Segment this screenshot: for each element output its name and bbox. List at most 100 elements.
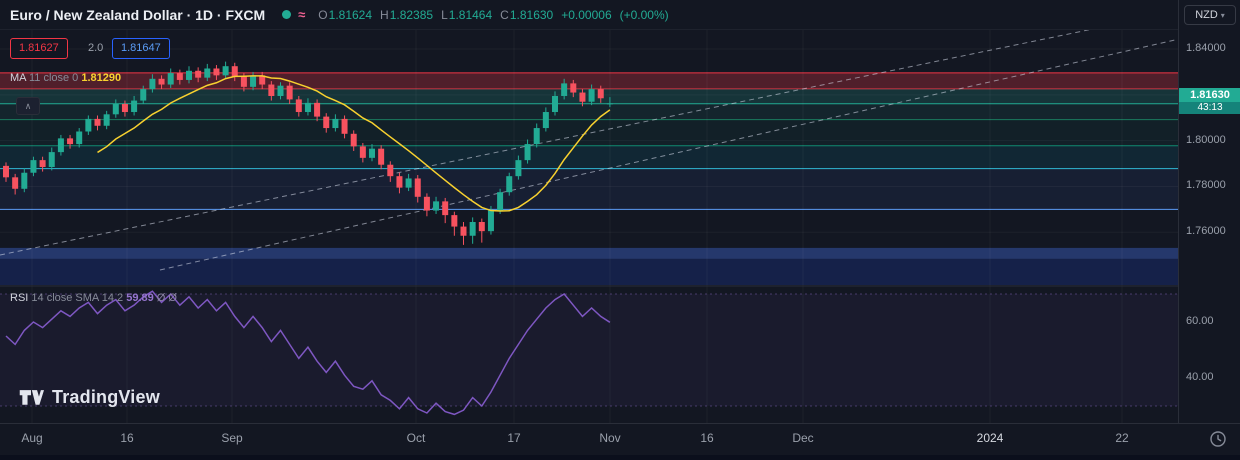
candle [277,85,284,96]
symbol-title[interactable]: Euro / New Zealand Dollar · 1D · FXCM [10,6,266,23]
price-tick-label: 1.84000 [1186,42,1226,55]
candle [30,160,37,173]
candle [286,85,293,100]
low-value: 1.81464 [448,7,493,22]
risk-ratio-label: 2.0 [88,42,104,54]
candle [542,112,549,129]
candle [414,178,421,197]
window-bottom-strip [0,455,1240,460]
candle [515,160,522,177]
chevron-down-icon: ▾ [1220,10,1225,20]
rsi-params: 14 close SMA 14 2 [31,292,124,304]
candle [295,99,302,113]
ma-params: 11 close 0 [28,72,79,84]
candle [76,131,83,145]
candle [259,75,266,85]
bar-countdown: 43:13 [1179,102,1240,115]
ma-value: 1.81290 [81,72,122,84]
candle [506,176,513,193]
candle [478,221,485,232]
ohlc-readout: O1.81624 H1.82385 L1.81464 C1.81630 +0.0… [318,8,668,22]
candle [487,210,494,232]
rsi-hidden-series-icons: Ø Ø [156,292,177,304]
candle [268,84,275,96]
ma-indicator-legend[interactable]: MA 11 close 0 1.81290 [10,71,121,86]
close-value: 1.81630 [509,7,554,22]
trendline[interactable] [0,11,1176,256]
time-tick-label: Nov [599,431,621,445]
candle [12,177,19,189]
candle [359,146,366,158]
candle [433,201,440,211]
collapse-pane-button[interactable]: ∧ [16,97,40,115]
candle [314,102,321,117]
price-tick-label: 1.78000 [1186,179,1226,192]
currency-label: NZD [1195,9,1218,21]
candle [561,83,568,96]
candle [533,128,540,145]
candle [451,215,458,227]
wave-indicator-icon[interactable]: ≈ [298,7,306,22]
high-label: H [380,7,389,22]
open-value: 1.81624 [328,7,373,22]
trendline[interactable] [159,39,1176,271]
candle [524,144,531,161]
change-value: +0.00006 [561,7,612,22]
time-tick-label: 22 [1115,431,1129,445]
time-tick-label: Dec [792,431,814,445]
candle [103,114,110,126]
time-tick-label: Oct [406,431,426,445]
change-percent: (+0.00%) [619,7,669,22]
session-clock-icon[interactable] [1209,430,1227,448]
candle [350,133,357,147]
close-label: C [500,7,509,22]
ma-line [97,75,611,212]
time-tick-label: 16 [700,431,714,445]
candle [396,176,403,188]
candle [250,75,257,87]
candle [204,68,211,78]
candle [186,70,192,80]
chevron-up-icon: ∧ [24,100,32,111]
candle [570,83,577,93]
candle [606,103,613,105]
candle [240,76,247,87]
price-alert-blue-label[interactable]: 1.81647 [112,38,170,59]
time-axis[interactable]: Aug 16 Sep Oct 17 Nov 16 Dec 2024 22 [0,423,1240,455]
price-axis[interactable]: NZD ▾ 1.81630 43:13 1.840001.820001.8000… [1178,0,1240,423]
rsi-indicator-legend[interactable]: RSI 14 close SMA 14 2 59.89 Ø Ø [10,291,177,306]
tradingview-logo-icon [19,390,44,405]
candle [67,138,74,145]
last-price-badge: 1.81630 43:13 [1179,88,1240,115]
tradingview-logo[interactable]: TradingView [18,385,160,409]
candle [323,116,330,129]
candle [131,100,138,113]
candle [231,66,238,77]
time-tick-label: 16 [120,431,134,445]
candle [158,78,165,85]
candle [140,89,147,101]
candle [497,192,504,211]
low-label: L [441,7,448,22]
currency-toggle-button[interactable]: NZD ▾ [1184,5,1236,25]
time-tick-label: Aug [21,431,43,445]
candle [460,226,467,236]
candle [304,102,311,113]
candle [469,221,476,236]
candle [378,148,385,165]
status-dot-icon[interactable] [282,10,292,19]
price-tick-label: 1.76000 [1186,225,1226,238]
price-alert-red-label[interactable]: 1.81627 [10,38,68,59]
candle [552,95,558,113]
candle [85,118,92,132]
chart-canvas[interactable] [0,0,1178,423]
candle [423,196,430,211]
rsi-tick-label: 40.00 [1186,371,1214,383]
chart-header-toolbar: Euro / New Zealand Dollar · 1D · FXCM ≈ … [0,0,1178,30]
candle [387,164,394,177]
rsi-label: RSI [10,292,29,304]
candle [176,73,183,80]
rsi-line [5,290,611,416]
candle [48,152,55,168]
